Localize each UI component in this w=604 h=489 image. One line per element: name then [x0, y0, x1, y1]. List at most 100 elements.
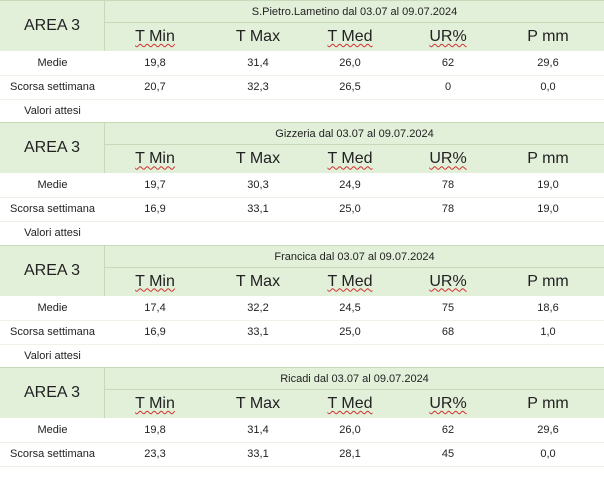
- column-header: UR%: [398, 147, 498, 171]
- block-title: S.Pietro.Lametino dal 03.07 al 09.07.202…: [105, 1, 604, 23]
- row-line: [0, 75, 604, 76]
- row-label: Valori attesi: [24, 105, 81, 117]
- area-block: AREA 3 Francica dal 03.07 al 09.07.2024 T …: [0, 244, 604, 369]
- column-header-text: T Max: [235, 272, 281, 290]
- column-header-text: T Med: [327, 394, 373, 412]
- column-header-text: T Min: [135, 28, 175, 45]
- block-title: Ricadi dal 03.07 al 09.07.2024: [105, 368, 604, 390]
- column-header: T Max: [208, 25, 308, 49]
- row-line: [0, 319, 604, 321]
- column-header: T Max: [208, 270, 308, 294]
- cell-value: 26,0: [339, 423, 361, 436]
- cell-value: 62: [441, 57, 455, 69]
- cell-value: 32,2: [247, 301, 269, 314]
- cell-value: 33,1: [247, 447, 269, 460]
- column-header: T Med: [300, 270, 400, 294]
- area-label: AREA 3: [0, 367, 105, 418]
- column-header-text: UR%: [429, 150, 467, 168]
- cell-value: 78: [441, 179, 455, 192]
- cell-value: 0,0: [540, 447, 556, 460]
- column-header: T Med: [300, 25, 400, 49]
- cell-value: 26,0: [339, 57, 361, 69]
- cell-value: 25,0: [339, 325, 361, 338]
- column-header: T Max: [208, 392, 308, 416]
- row-label: Valori attesi: [24, 227, 81, 240]
- page: {"areas": [ {"area": "AREA 3", "title": …: [0, 0, 604, 467]
- area-label: AREA 3: [0, 245, 105, 296]
- cell-value: 19,0: [537, 203, 559, 216]
- row-label: Scorsa settimana: [10, 325, 95, 338]
- column-header-text: T Min: [135, 394, 175, 412]
- cell-value: 29,6: [537, 57, 559, 69]
- area-block: AREA 3 S.Pietro.Lametino dal 03.07 al 09.…: [0, 0, 604, 124]
- block-title: Francica dal 03.07 al 09.07.2024: [105, 246, 604, 268]
- row-label: Medie: [37, 423, 68, 436]
- cell-value: 19,0: [537, 179, 559, 192]
- row-label: Medie: [37, 301, 68, 314]
- column-header-text: T Max: [235, 28, 281, 45]
- row-line: [0, 465, 604, 467]
- area-label: AREA 3: [0, 1, 105, 51]
- cell-value: 20,7: [144, 81, 166, 93]
- cell-value: 62: [441, 423, 455, 436]
- column-header: T Min: [105, 147, 205, 171]
- column-header-text: UR%: [429, 272, 467, 290]
- row-label: Scorsa settimana: [10, 203, 95, 216]
- row-line: [0, 441, 604, 443]
- row-line: [0, 343, 604, 345]
- row-label: Valori attesi: [24, 349, 81, 362]
- column-header: P mm: [498, 147, 598, 171]
- area-block: AREA 3 Ricadi dal 03.07 al 09.07.2024 T Mi…: [0, 366, 604, 489]
- row-label: Medie: [37, 179, 68, 192]
- column-header-text: P mm: [527, 394, 569, 412]
- cell-value: 18,6: [537, 301, 559, 314]
- cell-value: 1,0: [540, 325, 556, 338]
- cell-value: 16,9: [144, 203, 166, 216]
- column-header: UR%: [398, 270, 498, 294]
- cell-value: 0: [444, 81, 452, 93]
- column-header-text: UR%: [429, 28, 467, 45]
- row-line: [0, 197, 604, 199]
- row-label: Medie: [37, 57, 68, 69]
- cell-value: 28,1: [339, 447, 361, 460]
- cell-value: 19,8: [144, 423, 166, 436]
- cell-value: 19,8: [144, 57, 166, 69]
- cell-value: 16,9: [144, 325, 166, 338]
- cell-value: 26,5: [339, 81, 361, 93]
- column-header-text: T Med: [327, 150, 373, 168]
- cell-value: 25,0: [339, 203, 361, 216]
- column-header: T Min: [105, 270, 205, 294]
- block-title: Gizzeria dal 03.07 al 09.07.2024: [105, 123, 604, 146]
- cell-value: 19,7: [144, 179, 166, 192]
- row-label: Scorsa settimana: [10, 447, 95, 460]
- column-header-text: T Min: [135, 272, 175, 290]
- row-line: [0, 221, 604, 223]
- column-header-text: T Min: [135, 150, 175, 168]
- cell-value: 24,5: [339, 301, 361, 314]
- row-line: [0, 99, 604, 100]
- cell-value: 75: [441, 301, 455, 314]
- cell-value: 78: [441, 203, 455, 216]
- column-header: T Med: [300, 392, 400, 416]
- cell-value: 23,3: [144, 447, 166, 460]
- cell-value: 32,3: [247, 81, 269, 93]
- area-label: AREA 3: [0, 123, 105, 174]
- cell-value: 31,4: [247, 423, 269, 436]
- header-band: [0, 367, 604, 418]
- cell-value: 33,1: [247, 325, 269, 338]
- column-header: T Max: [208, 147, 308, 171]
- header-band: [0, 245, 604, 296]
- cell-value: 24,9: [339, 179, 361, 192]
- column-header: P mm: [498, 270, 598, 294]
- cell-value: 45: [441, 447, 455, 460]
- cell-value: 29,6: [537, 423, 559, 436]
- column-header: T Med: [300, 147, 400, 171]
- column-header-text: P mm: [527, 28, 569, 45]
- header-band: [0, 1, 604, 51]
- column-header-text: T Med: [327, 28, 373, 45]
- column-header-text: P mm: [527, 272, 569, 290]
- column-header: P mm: [498, 392, 598, 416]
- column-header: T Min: [105, 392, 205, 416]
- cell-value: 68: [441, 325, 455, 338]
- column-header: UR%: [398, 25, 498, 49]
